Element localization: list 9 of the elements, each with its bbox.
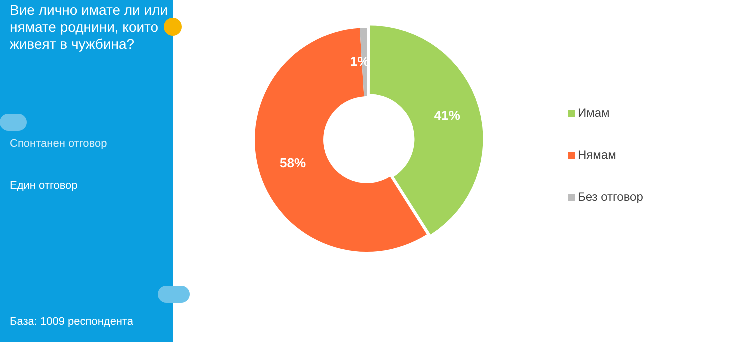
text: Един отговор [10, 180, 78, 192]
text: Спонтанен отговор [10, 138, 108, 150]
text: Вие лично имате ли или нямате роднини, които живеят в чужбина? [10, 2, 170, 53]
data-label: 58% [280, 156, 307, 171]
legend-label: Без отговор [578, 190, 644, 204]
text: База: 1009 респондента [10, 316, 134, 328]
legend-label: Нямам [578, 148, 616, 162]
legend-label: Имам [578, 106, 610, 120]
data-label: 41% [434, 108, 461, 124]
